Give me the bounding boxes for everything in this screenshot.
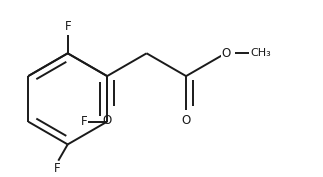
Text: F: F	[80, 115, 87, 128]
Text: F: F	[64, 20, 71, 33]
Text: O: O	[182, 114, 191, 127]
Text: F: F	[54, 162, 60, 175]
Text: CH₃: CH₃	[251, 48, 271, 58]
Text: O: O	[221, 47, 230, 60]
Text: O: O	[102, 114, 112, 127]
